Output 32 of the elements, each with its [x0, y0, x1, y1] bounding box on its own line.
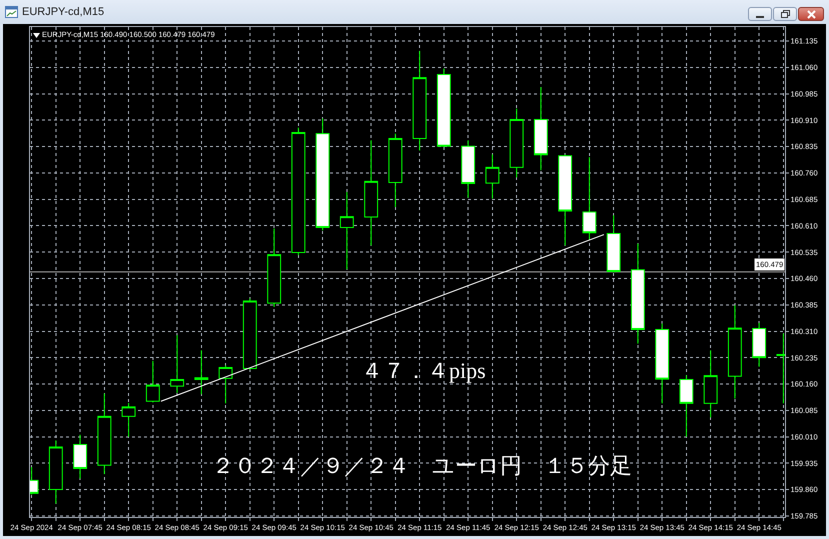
candlestick — [388, 133, 402, 208]
candlestick — [412, 50, 427, 151]
candlestick — [679, 374, 694, 438]
annotation: ２０２４／９／２４ ユーロ円 １５分足 — [212, 453, 632, 478]
candlestick — [340, 191, 354, 270]
candlestick — [704, 350, 718, 418]
candlestick — [510, 108, 524, 178]
candlestick — [194, 350, 208, 395]
candlestick — [242, 298, 257, 370]
candlestick — [122, 402, 136, 438]
candlestick — [752, 322, 766, 368]
chart-title: EURJPY-cd,M15 — [22, 5, 104, 19]
candlestick — [655, 323, 670, 404]
candlestick — [630, 243, 645, 344]
candlestick — [73, 434, 88, 480]
candlestick — [558, 154, 572, 246]
candlestick — [146, 360, 160, 403]
candlestick — [728, 304, 742, 399]
candlestick — [461, 140, 476, 198]
candlestick — [485, 154, 500, 200]
candlestick — [316, 118, 330, 231]
candlestick — [364, 140, 378, 246]
annotation: ４７．４pips — [361, 358, 486, 383]
candlestick — [48, 440, 63, 504]
candlestick — [606, 214, 621, 274]
candlestick — [267, 228, 282, 308]
candlestick — [436, 68, 451, 148]
candlestick — [97, 393, 112, 475]
candlestick — [534, 86, 548, 171]
candlestick — [170, 334, 184, 394]
candlestick — [218, 364, 233, 404]
candlestick — [291, 127, 306, 256]
